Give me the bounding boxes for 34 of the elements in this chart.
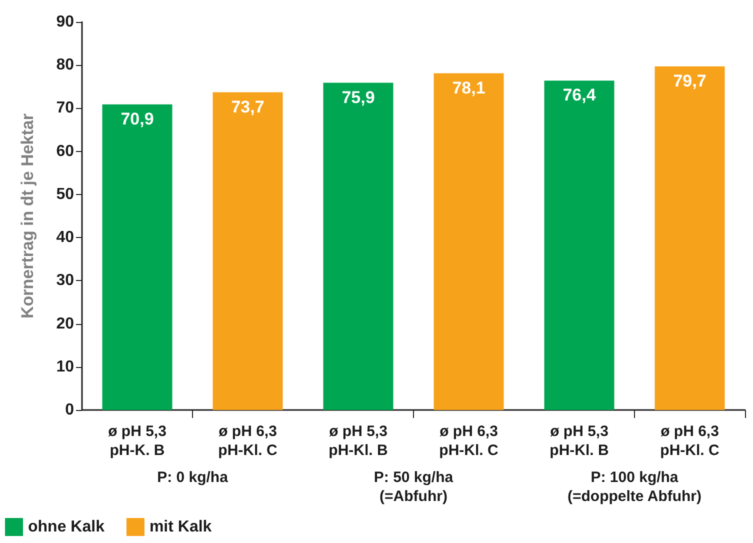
text: P: 0 kg/ha (157, 469, 229, 486)
y-tick-label: 30 (56, 272, 74, 290)
y-tick-label: 70 (56, 100, 74, 117)
x-tick-label: ø pH 5,3 pH-Kl. B (550, 423, 609, 459)
y-tick-label: 60 (56, 142, 74, 160)
bar (544, 80, 614, 410)
x-tick-label: ø pH 6,3 pH-Kl. C (660, 423, 720, 459)
bar (323, 82, 394, 410)
bar (434, 73, 504, 410)
data-label: 70,9 (120, 109, 154, 128)
y-tick-label: 50 (56, 186, 74, 203)
bar (212, 92, 283, 410)
x-tick-label: ø pH 6,3 pH-Kl. C (218, 423, 278, 459)
legend-label: mit Kalk (149, 518, 212, 536)
text: P: 50 kg/ha (=Abfuhr) (374, 469, 454, 505)
y-tick-label: 80 (56, 56, 74, 74)
y-tick-label: 20 (56, 315, 74, 332)
data-label: 79,7 (673, 71, 706, 90)
data-label: 78,1 (452, 78, 486, 98)
y-tick-label: 0 (65, 402, 74, 418)
y-tick-label: 40 (56, 229, 74, 246)
data-label: 76,4 (562, 86, 596, 105)
y-tick-label: 10 (56, 358, 74, 376)
y-axis-title: Kornertrag in dt je Hektar (18, 113, 37, 318)
y-tick-label: 90 (56, 14, 74, 30)
legend-label: ohne Kalk (28, 518, 105, 536)
x-tick-label: ø pH 5,3 pH-Kl. B (328, 423, 388, 459)
x-tick-label: ø pH 6,3 pH-Kl. C (439, 423, 498, 459)
data-label: 75,9 (342, 88, 375, 107)
text: P: 100 kg/ha (=doppelte Abfuhr) (567, 469, 702, 505)
bar (102, 104, 172, 410)
x-tick-label: ø pH 5,3 pH-K. B (108, 423, 166, 459)
bar (654, 66, 725, 410)
data-label: 73,7 (231, 97, 264, 116)
